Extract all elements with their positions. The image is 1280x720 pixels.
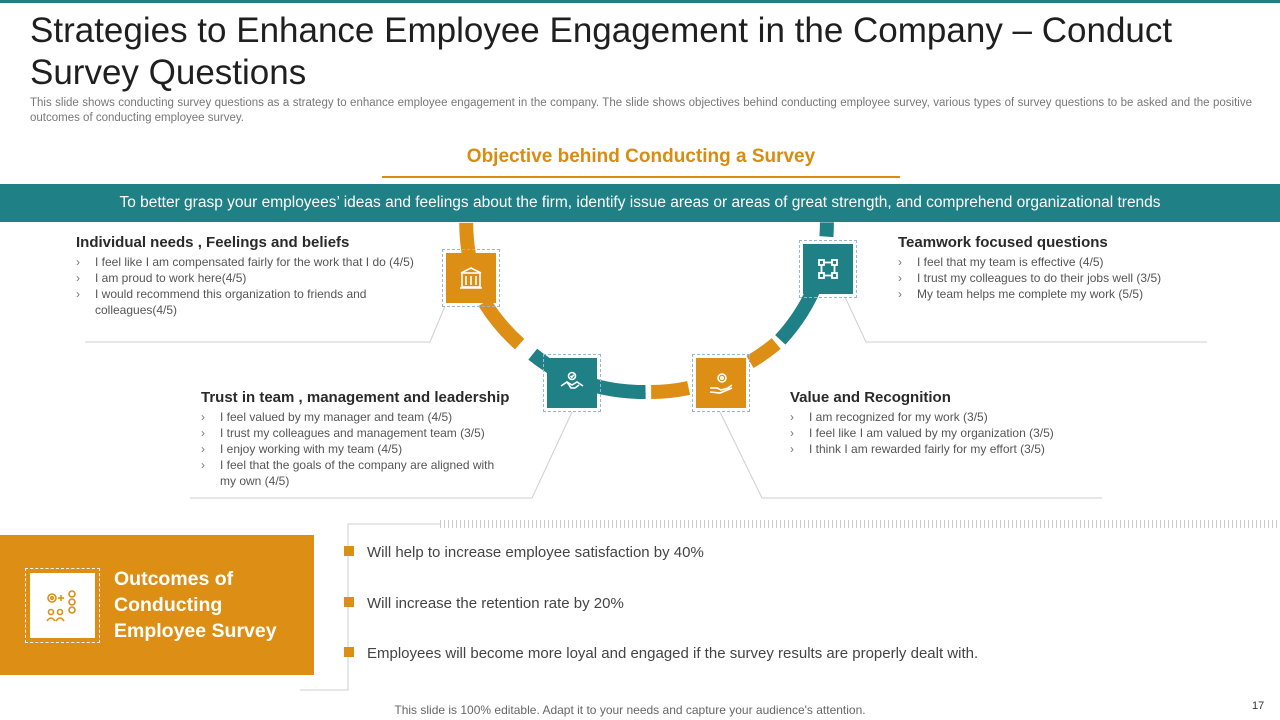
outcomes-icon-box	[25, 568, 100, 643]
dotted-divider	[440, 520, 1280, 528]
individual-needs-title: Individual needs , Feelings and beliefs	[76, 234, 350, 251]
list-item: › I feel valued by my manager and team (4…	[201, 410, 453, 424]
list-item: › I trust my colleagues and management te…	[201, 426, 485, 440]
objective-heading: Objective behind Conducting a Survey	[466, 146, 816, 167]
outcome-item-2: Will increase the retention rate by 20%	[344, 594, 624, 614]
trust-icon-box	[543, 354, 601, 412]
bullet-icon: ›	[201, 410, 205, 424]
trust-title: Trust in team , management and leadershi…	[201, 389, 510, 406]
individual-needs-block: Individual needs , Feelings and beliefs …	[76, 234, 421, 318]
value-list: › I am recognized for my work (3/5) › I fe…	[790, 409, 1100, 457]
teamwork-block: Teamwork focused questions › I feel that …	[898, 234, 1208, 302]
teamwork-title: Teamwork focused questions	[898, 234, 1108, 251]
bullet-icon: ›	[201, 442, 205, 456]
value-title: Value and Recognition	[790, 389, 951, 406]
list-item: › I feel that my team is effective (4/5)	[898, 255, 1104, 269]
bullet-icon: ›	[790, 426, 794, 440]
bullet-icon: ›	[790, 442, 794, 456]
individual-needs-list: › I feel like I am compensated fairly for…	[76, 254, 421, 318]
bullet-icon: ›	[76, 271, 80, 285]
bullet-icon: ›	[898, 271, 902, 285]
footer-text: This slide is 100% editable. Adapt it to…	[394, 703, 866, 717]
individual-needs-icon-box	[442, 249, 500, 307]
bullet-icon: ›	[790, 410, 794, 424]
bullet-icon: ›	[201, 458, 205, 472]
list-item: › I am proud to work here(4/5)	[76, 271, 247, 285]
square-bullet-icon	[344, 546, 354, 556]
list-item: › My team helps me complete my work (5/5)	[898, 287, 1144, 301]
objective-banner-text: To better grasp your employees’ ideas an…	[119, 194, 1161, 211]
bullet-icon: ›	[898, 287, 902, 301]
page-number: 17	[1252, 700, 1265, 712]
trust-list: › I feel valued by my manager and team (4…	[201, 409, 531, 489]
arc-segment-8	[819, 222, 834, 238]
square-bullet-icon	[344, 647, 354, 657]
hand-gear-icon	[696, 358, 746, 408]
bullet-icon: ›	[898, 255, 902, 269]
list-item: › I enjoy working with my team (4/5)	[201, 442, 403, 456]
outcome-item-3: Employees will become more loyal and eng…	[344, 644, 978, 664]
arc-segment-2	[478, 298, 525, 350]
survey-people-icon	[30, 573, 95, 638]
building-icon	[446, 253, 496, 303]
handshake-icon	[547, 358, 597, 408]
arc-segment-5	[650, 381, 691, 400]
list-item: › I think I am rewarded fairly for my eff…	[790, 442, 1045, 456]
page-title: Strategies to Enhance Employee Engagemen…	[30, 11, 1173, 92]
teamwork-list: › I feel that my team is effective (4/5) …	[898, 254, 1208, 302]
value-icon-box	[692, 354, 750, 412]
list-item: › I would recommend this organization to …	[76, 287, 367, 317]
arc-segment-6	[746, 338, 781, 368]
value-block: Value and Recognition › I am recognized f…	[790, 389, 1100, 457]
list-item: › I trust my colleagues to do their jobs …	[898, 271, 1162, 285]
bullet-icon: ›	[201, 426, 205, 440]
connector-teamwork	[844, 296, 1207, 343]
bullet-icon: ›	[76, 255, 80, 269]
list-item: › I feel like I am valued by my organizat…	[790, 426, 1054, 440]
top-accent-line	[0, 0, 1280, 3]
list-item: › I feel that the goals of the company ar…	[201, 458, 495, 488]
objective-underline	[382, 176, 900, 178]
list-item: › I am recognized for my work (3/5)	[790, 410, 988, 424]
bullet-icon: ›	[76, 287, 80, 301]
team-cycle-icon	[803, 244, 853, 294]
list-item: › I feel like I am compensated fairly for…	[76, 255, 414, 269]
page-subtitle: This slide shows conducting survey quest…	[30, 97, 1252, 124]
outcomes-title: Outcomes of Conducting Employee Survey	[114, 568, 277, 642]
outcome-item-1: Will help to increase employee satisfact…	[344, 543, 704, 563]
teamwork-icon-box	[799, 240, 857, 298]
objective-banner: To better grasp your employees’ ideas an…	[0, 184, 1280, 222]
trust-block: Trust in team , management and leadershi…	[201, 389, 531, 489]
footer: This slide is 100% editable. Adapt it to…	[0, 703, 1280, 717]
square-bullet-icon	[344, 597, 354, 607]
